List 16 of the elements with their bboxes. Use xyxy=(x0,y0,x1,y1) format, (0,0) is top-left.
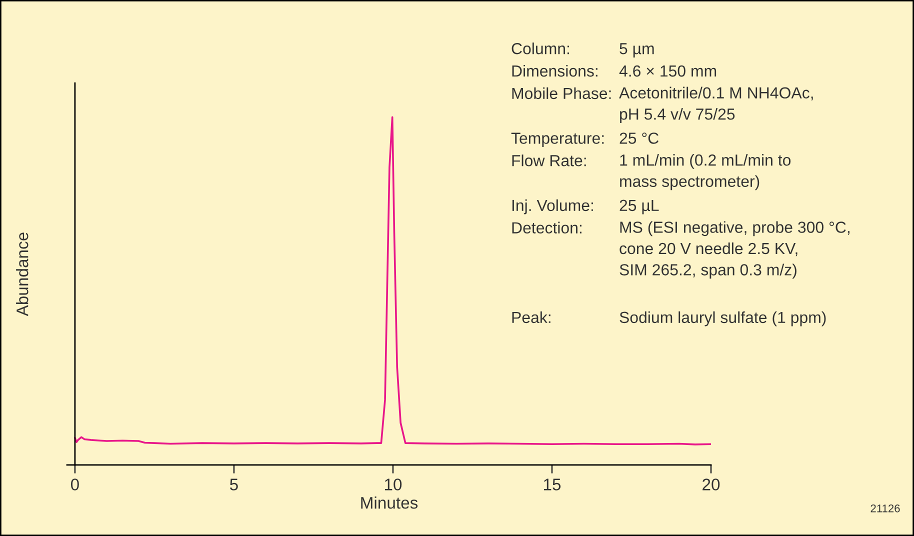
text: Peak: Sodium lauryl sulfate (1 ppm) xyxy=(512,311,826,326)
text: 21126 xyxy=(870,504,900,512)
x-tick-label: 10 xyxy=(384,478,402,490)
text: Detection: MS (ESI negative, probe 300 °C, cone 20 V needle 2.5 KV, SIM 265.2, span 0.3 m/z) xyxy=(512,221,850,279)
text: Column: 5 µm xyxy=(512,42,654,58)
x-tick-label: 5 xyxy=(230,478,238,490)
y-axis-title: Abundance xyxy=(16,232,28,316)
text: Inj. Volume: 25 µL xyxy=(512,199,659,214)
annotation: Mobile Phase: Acetonitrile/0.1 M NH4OAc, pH 5.4 v/v 75/25 xyxy=(512,86,813,123)
text: Dimensions: 4.6 × 150 mm xyxy=(512,64,716,77)
text: Flow Rate: 1 mL/min (0.2 mL/min to mass spectrometer) xyxy=(512,154,791,190)
x-tick-label: 0 xyxy=(70,478,79,490)
x-tick-label: 15 xyxy=(544,478,561,490)
annotation: Temperature: 25 °C xyxy=(511,132,659,148)
x-tick-label: 20 xyxy=(702,478,720,490)
x-axis-title: Minutes xyxy=(361,496,418,509)
